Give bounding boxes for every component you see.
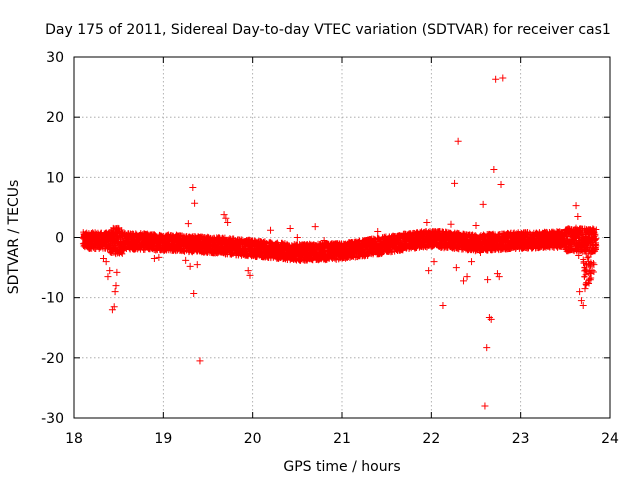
data-point — [118, 227, 125, 234]
data-point — [110, 303, 118, 311]
data-point — [104, 273, 112, 281]
data-point — [184, 220, 192, 228]
data-point — [582, 281, 589, 288]
data-point — [150, 255, 158, 263]
chart-title: Day 175 of 2011, Sidereal Day-to-day VTE… — [45, 22, 611, 38]
data-point — [191, 199, 199, 207]
data-points — [79, 74, 600, 410]
data-point — [112, 282, 120, 290]
data-point — [186, 262, 194, 270]
data-point — [190, 289, 198, 297]
data-point — [111, 288, 119, 296]
data-point — [106, 267, 114, 275]
data-point — [155, 253, 163, 261]
data-point — [113, 268, 121, 276]
data-point — [108, 306, 116, 314]
data-point — [193, 261, 201, 269]
data-point — [189, 184, 197, 192]
